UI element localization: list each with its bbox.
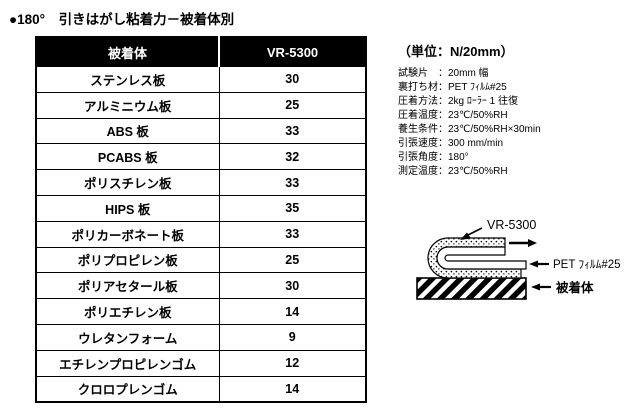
adherend-cell: ポリスチレン板 [35, 169, 220, 196]
adherend-label: 被着体 [556, 280, 594, 295]
value-cell: 14 [218, 375, 367, 403]
adherend-cell: HIPS 板 [35, 194, 220, 222]
table-row: ウレタンフォーム 9 [35, 323, 367, 351]
pet-film-shape [436, 246, 527, 270]
table-row: ポリカーボネート板 33 [35, 220, 367, 248]
table-row: HIPS 板 35 [35, 194, 367, 222]
adherend-cell: アルミニウム板 [35, 91, 220, 119]
value-cell: 30 [218, 66, 367, 93]
table-row: ポリプロピレン板 25 [35, 246, 367, 274]
table-row: ステンレス板 30 [35, 66, 367, 93]
condition-line: 圧着温度：23℃/50%RH [398, 110, 508, 121]
condition-line: 裏打ち材：PET ﾌｨﾙﾑ#25 [398, 82, 507, 93]
adherend-cell: ウレタンフォーム [35, 323, 220, 351]
adhesion-table: 被着体 VR-5300 ステンレス板 30 アルミニウム板 25 ABS 板 3… [35, 36, 367, 404]
table-row: ポリアセタール板 30 [35, 272, 367, 300]
value-cell: 9 [218, 323, 367, 351]
adherend-cell: ポリプロピレン板 [35, 246, 220, 274]
value-cell: 25 [218, 246, 367, 274]
value-cell: 12 [218, 349, 367, 377]
table-header-product: VR-5300 [218, 36, 367, 67]
condition-line: 引張角度：180° [398, 152, 469, 163]
adherend-cell: ABS 板 [35, 117, 220, 145]
peel-test-diagram: VR-5300 PET ﾌｨﾙﾑ#25 被着体 [416, 218, 621, 300]
film-label: PET ﾌｨﾙﾑ#25 [553, 259, 621, 271]
film-callout-arrow [529, 260, 549, 268]
table-row: エチレンプロピレンゴム 12 [35, 349, 367, 377]
value-cell: 33 [218, 117, 367, 145]
value-cell: 32 [218, 143, 367, 171]
adherend-callout-arrow [531, 283, 551, 291]
table-body: ステンレス板 30 アルミニウム板 25 ABS 板 33 PCABS 板 32 [35, 66, 367, 403]
condition-line: 測定温度：23℃/50%RH [398, 166, 508, 177]
adherend-cell: エチレンプロピレンゴム [35, 349, 220, 377]
page-title: ●180° 引きはがし粘着力－被着体別 [9, 12, 235, 27]
table-row: ポリスチレン板 33 [35, 169, 367, 196]
adherend-cell: ポリアセタール板 [35, 272, 220, 300]
adherend-cell: ステンレス板 [35, 66, 220, 93]
value-cell: 35 [218, 194, 367, 222]
value-cell: 33 [218, 220, 367, 248]
adherend-cell: PCABS 板 [35, 143, 220, 171]
condition-line: 圧着方法：2kg ﾛｰﾗｰ 1 往復 [398, 96, 519, 107]
adherend-shape [416, 277, 527, 300]
adherend-cell: ポリエチレン板 [35, 298, 220, 325]
table-row: アルミニウム板 25 [35, 91, 367, 119]
value-cell: 33 [218, 169, 367, 196]
tape-label: VR-5300 [487, 218, 536, 232]
value-cell: 14 [218, 298, 367, 325]
table-row: PCABS 板 32 [35, 143, 367, 171]
value-cell: 30 [218, 272, 367, 300]
table-header-row: 被着体 VR-5300 [35, 36, 367, 67]
table-header-adherend: 被着体 [35, 36, 220, 67]
table-row: ポリエチレン板 14 [35, 298, 367, 325]
condition-line: 試験片 ：20mm 幅 [398, 68, 489, 79]
condition-line: 引張速度：300 mm/min [398, 138, 504, 149]
adherend-cell: クロロプレンゴム [35, 375, 220, 403]
table-row: ABS 板 33 [35, 117, 367, 145]
table-row: クロロプレンゴム 14 [35, 375, 367, 403]
condition-line: 養生条件：23℃/50%RH×30min [398, 124, 541, 135]
tape-callout-arrow [460, 227, 483, 240]
unit-note: （単位：N/20mm） [398, 44, 514, 59]
pull-direction-arrow [509, 239, 537, 247]
adherend-cell: ポリカーボネート板 [35, 220, 220, 248]
value-cell: 25 [218, 91, 367, 119]
conditions-panel: （単位：N/20mm） 試験片 ：20mm 幅 裏打ち材：PET ﾌｨﾙﾑ#25… [398, 41, 541, 179]
condition-list: 試験片 ：20mm 幅 裏打ち材：PET ﾌｨﾙﾑ#25 圧着方法：2kg ﾛｰ… [398, 67, 541, 179]
